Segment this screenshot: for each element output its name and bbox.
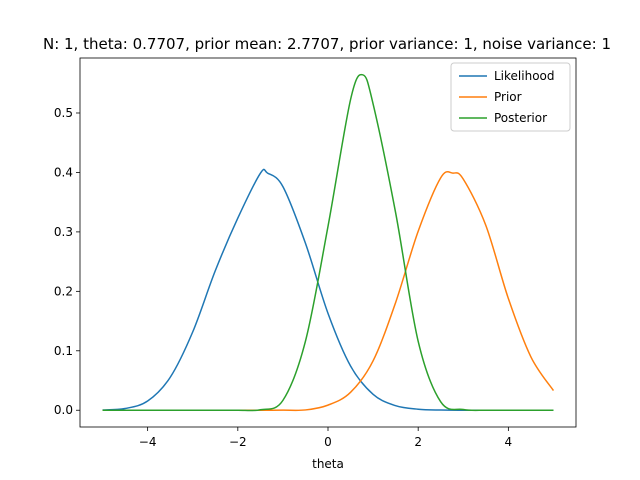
y-axis: 0.0 0.1 0.2 0.3 0.4 0.5 [54, 106, 80, 417]
legend-label-prior: Prior [494, 90, 522, 104]
chart-title: N: 1, theta: 0.7707, prior mean: 2.7707,… [43, 35, 611, 53]
series-line-likelihood [102, 168, 554, 412]
x-axis-label: theta [312, 457, 344, 471]
y-tick-label: 0.4 [54, 165, 73, 179]
plot-lines [102, 73, 555, 412]
x-tick-label: −2 [229, 435, 247, 449]
x-tick-label: 2 [414, 435, 422, 449]
x-tick-label: −4 [139, 435, 157, 449]
y-tick-label: 0.3 [54, 225, 73, 239]
legend-label-likelihood: Likelihood [494, 69, 555, 83]
x-axis: −4 −2 0 2 4 [139, 427, 512, 449]
y-tick-label: 0.1 [54, 344, 73, 358]
y-tick-label: 0.2 [54, 284, 73, 298]
x-tick-label: 4 [505, 435, 513, 449]
series-line-posterior [102, 73, 554, 412]
legend: Likelihood Prior Posterior [450, 62, 571, 132]
x-tick-label: 0 [324, 435, 332, 449]
series-line-prior [102, 170, 555, 412]
legend-box [450, 62, 571, 132]
legend-label-posterior: Posterior [494, 111, 547, 125]
y-tick-label: 0.0 [54, 403, 73, 417]
y-tick-label: 0.5 [54, 106, 73, 120]
